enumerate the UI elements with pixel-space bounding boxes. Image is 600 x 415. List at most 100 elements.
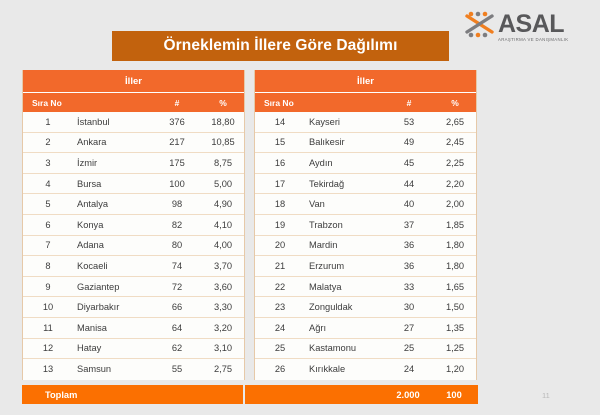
cell-rank: 3 [45,157,51,168]
cell-count: 62 [171,343,183,354]
table-row: 18 Van 40 2,00 [255,194,476,215]
cell-province: Trabzon [309,219,343,230]
table-row: 2 Ankara 217 10,85 [23,132,244,154]
column-header-pct: % [451,97,459,108]
cell-pct: 2,00 [445,199,465,210]
cell-pct: 10,85 [211,137,235,148]
cell-count: 74 [171,260,183,271]
cell-province: Malatya [309,281,342,292]
cell-province: Adana [77,240,104,251]
table-row: 12 Hatay 62 3,10 [23,338,244,360]
cell-pct: 3,60 [213,281,233,292]
table-row: 8 Kocaeli 74 3,70 [23,256,244,277]
cell-province: Kastamonu [309,343,357,354]
cell-rank: 25 [274,343,286,354]
cell-pct: 1,20 [445,364,465,375]
cell-pct: 3,20 [213,322,233,333]
logo-wordmark: ASAL [498,10,565,38]
cell-count: 53 [403,116,415,127]
cell-pct: 3,30 [213,302,233,313]
cell-rank: 12 [42,343,54,354]
tables-container: İller Sıra No # % 1 İstanbul 376 18,80 2 Ank… [22,70,478,380]
table-group-header-label: İller [357,75,374,87]
cell-count: 27 [403,322,415,333]
cell-province: Samsun [77,364,112,375]
cell-count: 217 [169,137,185,148]
cell-pct: 3,70 [213,260,233,271]
table-row: 17 Tekirdağ 44 2,20 [255,173,476,195]
table-row: 21 Erzurum 36 1,80 [255,256,476,277]
table-row: 23 Zonguldak 30 1,50 [255,297,476,318]
cell-rank: 11 [43,322,53,333]
cell-count: 66 [171,302,183,313]
cell-pct: 1,65 [445,281,465,292]
cell-count: 36 [403,240,415,251]
cell-count: 37 [403,219,415,230]
cell-count: 36 [403,260,415,271]
cell-pct: 2,20 [445,178,465,189]
cell-pct: 4,90 [213,199,233,210]
cell-province: Ankara [77,137,107,148]
column-header-pct: % [219,97,227,108]
table-row: 7 Adana 80 4,00 [23,235,244,257]
cell-rank: 20 [274,240,286,251]
table-row: 25 Kastamonu 25 1,25 [255,338,476,360]
cell-count: 33 [403,281,415,292]
page-number: 11 [542,391,550,400]
cell-province: Konya [77,219,104,230]
table-group-header: İller [255,70,476,92]
provinces-table-right: İller Sıra No # % 14 Kayseri 53 2,65 15 Balı… [254,70,477,380]
cell-province: Gaziantep [77,281,120,292]
cell-pct: 1,35 [445,322,465,333]
table-group-header-label: İller [125,75,142,87]
cell-rank: 23 [274,302,286,313]
table-row: 4 Bursa 100 5,00 [23,173,244,195]
cell-pct: 2,65 [445,116,465,127]
table-row: 14 Kayseri 53 2,65 [255,112,476,133]
table-row: 26 Kırıkkale 24 1,20 [255,359,476,380]
table-row: 11 Manisa 64 3,20 [23,317,244,339]
cell-rank: 15 [274,137,286,148]
cell-province: Van [309,199,325,210]
table-row: 3 İzmir 175 8,75 [23,153,244,174]
cell-rank: 22 [274,281,286,292]
table-column-headers: Sıra No # % [23,92,244,112]
total-label: Toplam [45,389,78,400]
total-values-cell: 2.000 100 [245,385,478,404]
cell-count: 80 [171,240,183,251]
cell-province: Diyarbakır [77,302,120,313]
cell-pct: 1,80 [445,260,465,271]
cell-pct: 1,80 [445,240,465,251]
total-row: Toplam 2.000 100 [22,385,478,404]
column-header-count: # [174,97,180,108]
table-row: 6 Konya 82 4,10 [23,214,244,236]
cell-rank: 24 [274,322,286,333]
cell-rank: 4 [45,178,51,189]
cell-pct: 5,00 [213,178,233,189]
total-pct: 100 [446,389,462,400]
cell-count: 98 [171,199,183,210]
cell-pct: 8,75 [213,157,233,168]
cell-count: 49 [403,137,415,148]
cell-province: Balıkesir [309,137,345,148]
table-row: 16 Aydın 45 2,25 [255,153,476,174]
cell-province: Kayseri [309,116,341,127]
cell-pct: 1,25 [445,343,465,354]
asal-logo: ASAL ARAŞTIRMA VE DANIŞMANLIK [463,11,593,43]
table-row: 13 Samsun 55 2,75 [23,359,244,380]
cell-pct: 1,50 [445,302,465,313]
cell-province: Mardin [309,240,338,251]
cell-province: Manisa [77,322,107,333]
cell-province: Aydın [309,157,333,168]
page-title-text: Örneklemin İllere Göre Dağılımı [163,37,398,54]
total-label-cell: Toplam [22,385,245,404]
cell-province: Kocaeli [77,260,108,271]
cell-pct: 4,10 [213,219,233,230]
cell-province: Kırıkkale [309,364,346,375]
cell-rank: 21 [274,260,286,271]
cell-count: 376 [169,116,185,127]
cell-rank: 1 [45,116,51,127]
table-row: 15 Balıkesir 49 2,45 [255,132,476,154]
table-row: 1 İstanbul 376 18,80 [23,112,244,133]
cell-province: Zonguldak [309,302,353,313]
